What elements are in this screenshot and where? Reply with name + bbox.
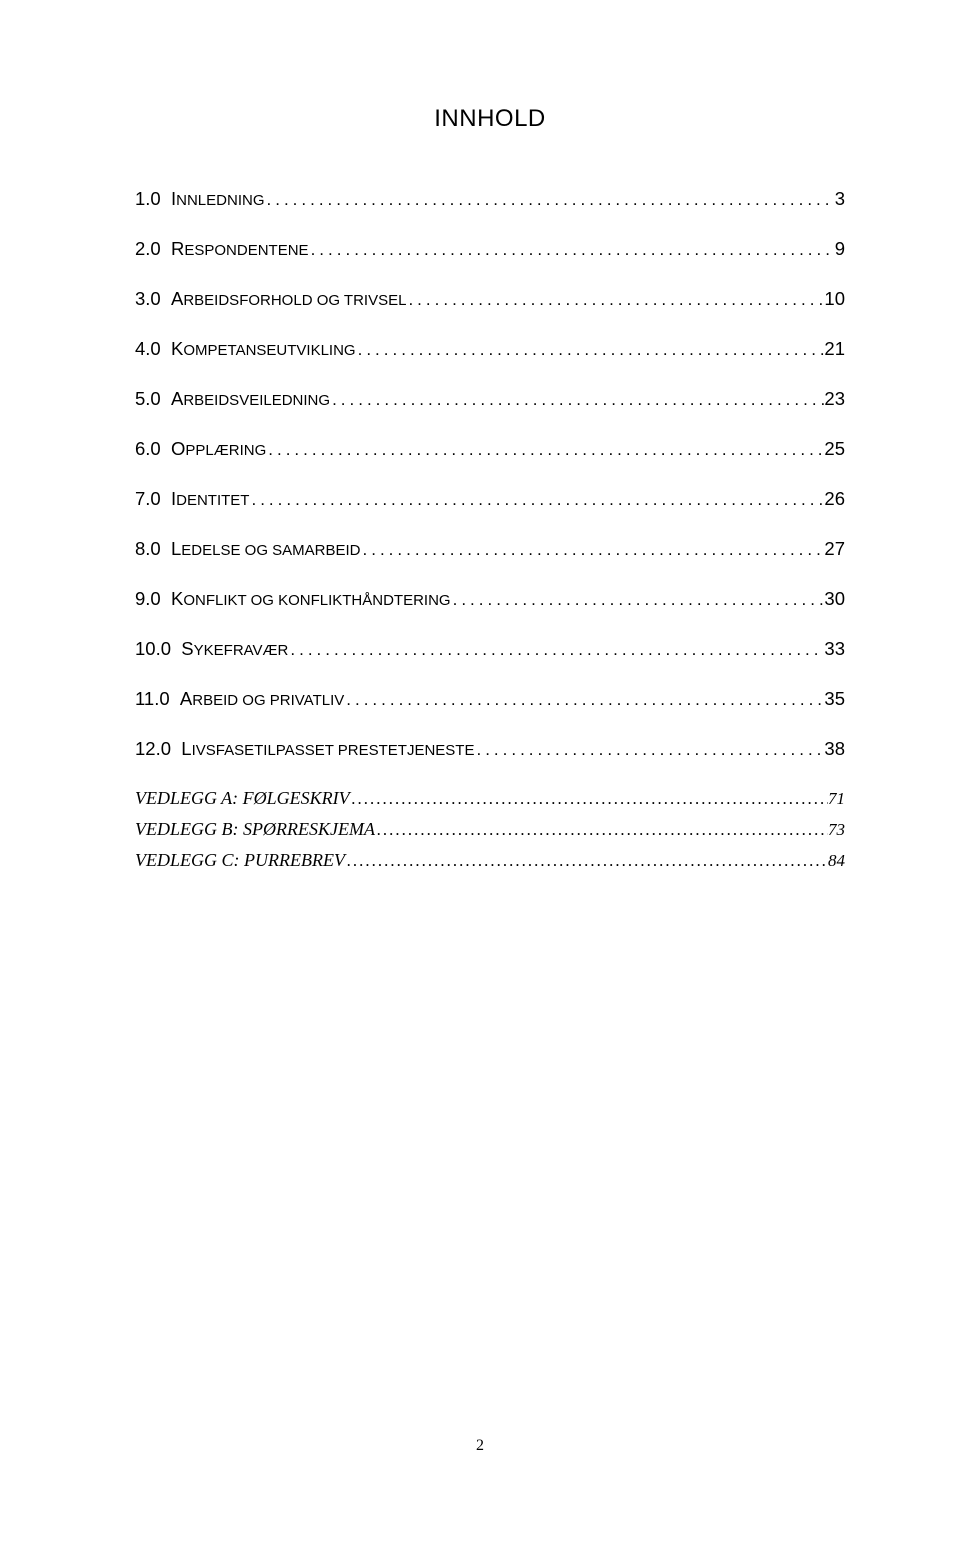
toc-entry-page: 35 xyxy=(824,688,845,710)
toc-entry-label: ARBEID OG PRIVATLIV xyxy=(180,688,344,710)
toc-entry-number: 10.0 xyxy=(135,638,171,660)
toc-entry-number: 11.0 xyxy=(135,688,170,710)
toc-entry-page: 3 xyxy=(835,188,845,210)
toc-entry: 4.0 KOMPETANSEUTVIKLING.................… xyxy=(135,338,845,360)
toc-entry-page: 26 xyxy=(824,488,845,510)
toc-entry-label: LIVSFASETILPASSET PRESTETJENESTE xyxy=(181,738,474,760)
toc-entry: 11.0 ARBEID OG PRIVATLIV................… xyxy=(135,688,845,710)
toc-entry-leader: ........................................… xyxy=(361,540,825,560)
toc-entry-page: 9 xyxy=(835,238,845,260)
toc-entry-number: 6.0 xyxy=(135,438,161,460)
toc-entry-leader: ........................................… xyxy=(249,490,824,510)
toc-entry-page: 27 xyxy=(824,538,845,560)
toc-entry: 8.0 LEDELSE OG SAMARBEID................… xyxy=(135,538,845,560)
toc-entry-label: OPPLÆRING xyxy=(171,438,266,460)
toc-entry-number: 9.0 xyxy=(135,588,161,610)
toc-entry-leader: ........................................… xyxy=(330,390,824,410)
toc-entry: VEDLEGG B: SPØRRESKJEMA.................… xyxy=(135,819,845,840)
toc-entry-leader: ........................................… xyxy=(344,690,824,710)
toc-entry-page: 30 xyxy=(824,588,845,610)
toc-list: 1.0 INNLEDNING..........................… xyxy=(135,188,845,871)
toc-entry-leader: ........................................… xyxy=(288,640,824,660)
toc-entry-label: KOMPETANSEUTVIKLING xyxy=(171,338,356,360)
toc-entry-page: 21 xyxy=(824,338,845,360)
toc-entry: 5.0 ARBEIDSVEILEDNING...................… xyxy=(135,388,845,410)
toc-entry: 7.0 IDENTITET...........................… xyxy=(135,488,845,510)
toc-entry-page: 10 xyxy=(824,288,845,310)
toc-entry-leader: ........................................… xyxy=(406,290,824,310)
toc-entry-label: ARBEIDSVEILEDNING xyxy=(171,388,330,410)
toc-entry-number: 12.0 xyxy=(135,738,171,760)
toc-entry-page: 38 xyxy=(824,738,845,760)
toc-entry: 1.0 INNLEDNING..........................… xyxy=(135,188,845,210)
toc-entry-page: 33 xyxy=(824,638,845,660)
toc-entry-label: KONFLIKT OG KONFLIKTHÅNDTERING xyxy=(171,588,451,610)
toc-entry: VEDLEGG A: FØLGESKRIV...................… xyxy=(135,788,845,809)
toc-entry: 9.0 KONFLIKT OG KONFLIKTHÅNDTERING......… xyxy=(135,588,845,610)
toc-entry-number: 3.0 xyxy=(135,288,161,310)
toc-entry-leader: ........................................… xyxy=(266,440,824,460)
toc-entry: 10.0 SYKEFRAVÆR.........................… xyxy=(135,638,845,660)
toc-entry-leader: ........................................… xyxy=(350,789,828,809)
toc-entry-number: 8.0 xyxy=(135,538,161,560)
toc-entry-page: 84 xyxy=(828,851,845,871)
toc-entry-number: 2.0 xyxy=(135,238,161,260)
toc-entry-page: 73 xyxy=(828,820,845,840)
toc-entry-label: IDENTITET xyxy=(171,488,249,510)
toc-entry-number: 1.0 xyxy=(135,188,161,210)
toc-entry: 6.0 OPPLÆRING...........................… xyxy=(135,438,845,460)
toc-entry: 3.0 ARBEIDSFORHOLD OG TRIVSEL...........… xyxy=(135,288,845,310)
toc-entry-leader: ........................................… xyxy=(375,820,828,840)
toc-entry-leader: ........................................… xyxy=(265,190,835,210)
toc-entry-label: ARBEIDSFORHOLD OG TRIVSEL xyxy=(171,288,406,310)
toc-entry-page: 25 xyxy=(824,438,845,460)
toc-entry-number: 5.0 xyxy=(135,388,161,410)
toc-entry-leader: ........................................… xyxy=(309,240,835,260)
toc-entry: VEDLEGG C: PURREBREV....................… xyxy=(135,850,845,871)
page-number: 2 xyxy=(476,1437,484,1455)
toc-entry-leader: ........................................… xyxy=(356,340,825,360)
toc-entry-leader: ........................................… xyxy=(451,590,825,610)
toc-entry-number: 4.0 xyxy=(135,338,161,360)
toc-entry-leader: ........................................… xyxy=(474,740,824,760)
toc-entry-page: 23 xyxy=(824,388,845,410)
toc-entry-leader: ........................................… xyxy=(345,851,828,871)
toc-entry: 2.0 RESPONDENTENE.......................… xyxy=(135,238,845,260)
toc-entry-number: 7.0 xyxy=(135,488,161,510)
toc-entry-label: INNLEDNING xyxy=(171,188,265,210)
toc-entry-page: 71 xyxy=(828,789,845,809)
toc-entry-label: SYKEFRAVÆR xyxy=(181,638,288,660)
toc-entry-label: RESPONDENTENE xyxy=(171,238,309,260)
toc-entry-label: VEDLEGG A: FØLGESKRIV xyxy=(135,788,350,809)
toc-entry-label: VEDLEGG B: SPØRRESKJEMA xyxy=(135,819,375,840)
toc-entry: 12.0 LIVSFASETILPASSET PRESTETJENESTE...… xyxy=(135,738,845,760)
toc-entry-label: LEDELSE OG SAMARBEID xyxy=(171,538,361,560)
page-title: INNHOLD xyxy=(135,105,845,133)
toc-entry-label: VEDLEGG C: PURREBREV xyxy=(135,850,345,871)
